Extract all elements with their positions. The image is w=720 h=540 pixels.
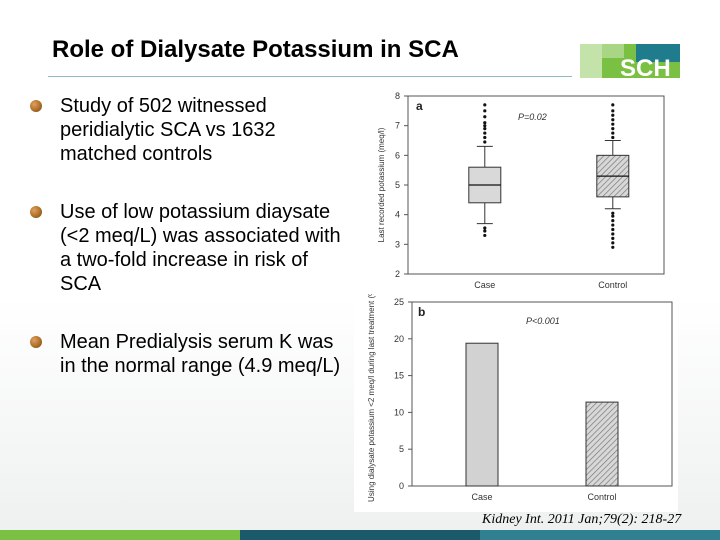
- y-tick-label: 5: [399, 444, 404, 454]
- x-tick-label: Control: [598, 280, 627, 290]
- outlier-point: [483, 229, 487, 233]
- slide-title: Role of Dialysate Potassium in SCA: [52, 36, 459, 63]
- outlier-point: [611, 219, 615, 223]
- outlier-point: [611, 113, 615, 117]
- bullet-item: Mean Predialysis serum K was in the norm…: [30, 330, 350, 378]
- footer-segment: [0, 530, 240, 540]
- bullet-text: Use of low potassium diaysate (<2 meq/L)…: [60, 201, 341, 295]
- outlier-point: [611, 103, 615, 107]
- y-tick-label: 25: [394, 297, 404, 307]
- bar: [585, 401, 619, 487]
- outlier-point: [483, 109, 487, 113]
- bullet-dot-icon: [30, 206, 42, 218]
- outlier-point: [611, 236, 615, 240]
- outlier-point: [483, 140, 487, 144]
- outlier-point: [483, 127, 487, 131]
- outlier-point: [611, 245, 615, 249]
- outlier-point: [611, 227, 615, 232]
- sch-logo: SCH: [580, 44, 680, 78]
- bar: [465, 342, 499, 487]
- outlier-point: [483, 226, 487, 230]
- outlier-point: [483, 124, 487, 128]
- bullet-item: Use of low potassium diaysate (<2 meq/L)…: [30, 200, 350, 296]
- y-tick-label: 7: [395, 121, 400, 131]
- x-tick-label: Control: [587, 492, 616, 502]
- x-tick-label: Case: [471, 492, 492, 502]
- footer-color-bar: [0, 530, 720, 540]
- title-divider: [48, 76, 572, 77]
- outlier-point: [611, 241, 615, 245]
- bullet-list: Study of 502 witnessed peridialytic SCA …: [30, 94, 350, 412]
- y-tick-label: 10: [394, 407, 404, 417]
- y-tick-label: 20: [394, 334, 404, 344]
- bullet-item: Study of 502 witnessed peridialytic SCA …: [30, 94, 350, 166]
- y-tick-label: 8: [395, 91, 400, 101]
- potassium-boxplot: 2 3 4 5 6 7 8 a P=0.02 Last recorded potassium (m…: [377, 91, 665, 290]
- bullet-text: Study of 502 witnessed peridialytic SCA …: [60, 95, 276, 165]
- plot-frame: [411, 301, 673, 487]
- outlier-point: [611, 122, 615, 126]
- outlier-point: [611, 135, 615, 140]
- p-value-annotation: P<0.001: [526, 316, 560, 326]
- panel-label: b: [418, 305, 425, 319]
- y-tick-label: 4: [395, 210, 400, 220]
- outlier-point: [483, 233, 487, 238]
- dialysate-bar-chart: 0 5 10 15 20 25 b P<0.001 Using dialysate potass…: [367, 286, 673, 502]
- p-value-annotation: P=0.02: [518, 112, 547, 122]
- y-axis-label: Last recorded potassium (meq/l): [377, 127, 386, 242]
- outlier-point: [483, 103, 487, 107]
- outlier-point: [611, 127, 615, 131]
- potassium-boxplot-panel: 2 3 4 5 6 7 8 a P=0.02 Last recorded potassium (m…: [362, 86, 678, 294]
- outlier-point: [483, 131, 487, 135]
- footer-segment: [480, 530, 720, 540]
- outlier-point: [611, 109, 615, 113]
- bullet-text: Mean Predialysis serum K was in the norm…: [60, 331, 341, 377]
- outlier-point: [483, 115, 487, 119]
- y-tick-label: 15: [394, 371, 404, 381]
- y-tick-label: 2: [395, 269, 400, 279]
- dialysate-bar-panel: 0 5 10 15 20 25 b P<0.001 Using dialysate potass…: [354, 286, 678, 512]
- outlier-point: [611, 223, 615, 227]
- outlier-point: [611, 211, 615, 215]
- bullet-dot-icon: [30, 100, 42, 112]
- panel-label: a: [416, 99, 423, 113]
- y-tick-label: 5: [395, 180, 400, 190]
- outlier-point: [611, 118, 615, 122]
- outlier-point: [611, 131, 615, 135]
- x-tick-label: Case: [474, 280, 495, 290]
- logo-text: SCH: [620, 55, 671, 78]
- outlier-point: [483, 121, 487, 125]
- bullet-dot-icon: [30, 336, 42, 348]
- y-tick-label: 0: [399, 481, 404, 491]
- y-tick-label: 6: [395, 150, 400, 160]
- footer-segment: [240, 530, 480, 540]
- y-axis-label: Using dialysate potassium <2 meq/l durin…: [367, 294, 376, 502]
- y-tick-label: 3: [395, 239, 400, 249]
- citation: Kidney Int. 2011 Jan;79(2): 218-27: [482, 512, 682, 527]
- outlier-point: [611, 214, 615, 218]
- outlier-point: [611, 232, 615, 236]
- outlier-point: [483, 135, 487, 140]
